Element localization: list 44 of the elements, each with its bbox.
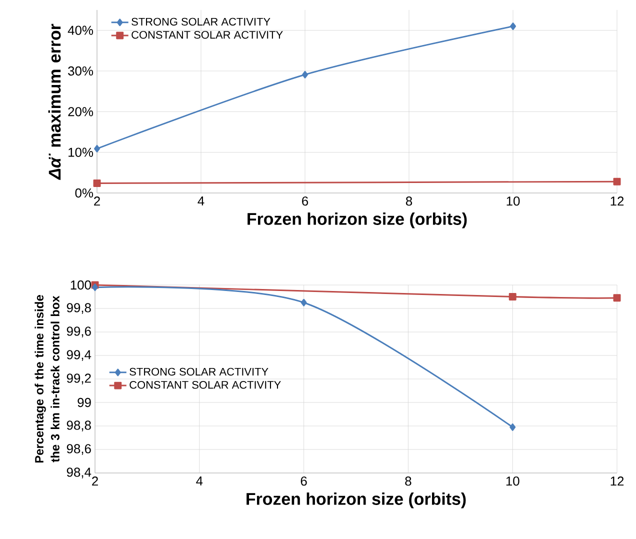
y-tick-label: 99,8	[66, 303, 91, 314]
y-tick-label: 98,6	[66, 444, 91, 455]
x-tick-label: 2	[92, 476, 98, 486]
y-tick-label: 30%	[68, 66, 94, 76]
point	[94, 144, 100, 152]
x-tick-label: 6	[300, 476, 307, 486]
x-tick-label: 8	[405, 476, 412, 486]
point	[92, 284, 98, 292]
y-tick-label: 40%	[68, 26, 94, 35]
y-tick-label: 100	[70, 280, 91, 290]
point	[93, 179, 101, 187]
y-tick-label: 98,4	[66, 468, 92, 478]
legend-label: STRONG SOLAR ACTIVITY	[130, 368, 268, 376]
y-axis-title: Δα̈ maximum error	[48, 24, 61, 180]
point	[613, 178, 621, 186]
legend-label: CONSTANT SOLAR ACTIVITY	[132, 30, 283, 39]
x-tick-label: 12	[610, 476, 624, 486]
y-tick-label: 99	[78, 398, 91, 408]
y-tick-label: 99,2	[66, 374, 91, 384]
x-tick-label: 10	[506, 476, 520, 486]
y-tick-label: 10%	[68, 148, 94, 157]
x-tick-label: 10	[506, 196, 520, 206]
point	[510, 22, 516, 30]
x-tick-label: 12	[610, 196, 624, 206]
y-tick-label: 99,6	[66, 326, 91, 338]
x-tick-label: 4	[198, 196, 204, 206]
point	[302, 70, 308, 78]
point	[508, 292, 516, 300]
point	[510, 423, 516, 431]
y-tick-label: 0%	[75, 188, 94, 198]
x-tick-label: 8	[406, 196, 412, 206]
x-axis-title: Frozen horizon size (orbits)	[246, 492, 466, 508]
y-tick-label: 99,4	[66, 350, 92, 361]
legend-label: CONSTANT SOLAR ACTIVITY	[130, 380, 281, 389]
point	[300, 298, 307, 306]
legend-label: STRONG SOLAR ACTIVITY	[132, 18, 270, 26]
x-axis-title: Frozen horizon size (orbits)	[248, 212, 467, 228]
point	[613, 294, 621, 302]
x-tick-label: 6	[302, 196, 308, 206]
x-tick-label: 4	[196, 476, 203, 486]
x-tick-label: 2	[94, 196, 100, 206]
y-tick-label: 20%	[68, 107, 94, 116]
y-axis-title: Percentage of the time inside the 3 km in-track control box	[34, 295, 60, 463]
y-tick-label: 98,8	[66, 420, 91, 432]
